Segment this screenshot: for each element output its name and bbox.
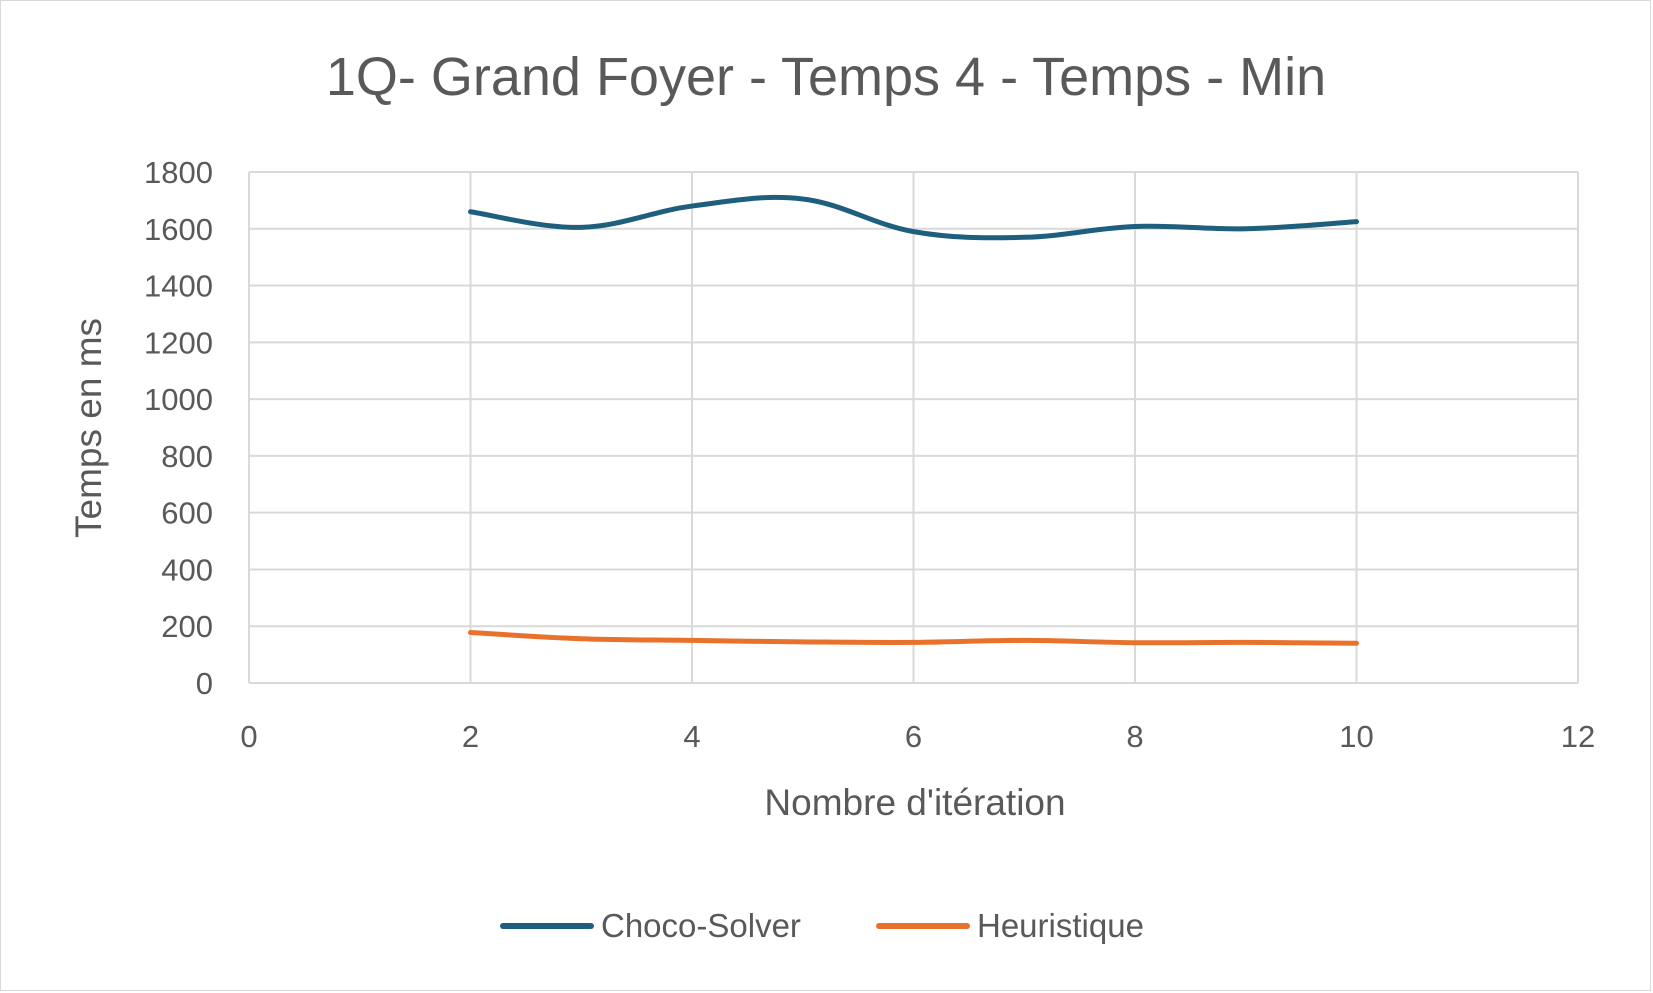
y-tick-label: 1000	[144, 382, 213, 417]
x-tick-label: 10	[1339, 719, 1373, 754]
x-axis-title: Nombre d'itération	[764, 782, 1065, 823]
y-tick-label: 400	[161, 552, 213, 587]
gridlines	[248, 171, 1579, 684]
legend-label-heuristique: Heuristique	[977, 907, 1144, 944]
y-axis-ticks: 0 200 400 600 800 1000 1200 1400 1600 1800	[144, 155, 213, 701]
y-tick-label: 600	[161, 496, 213, 531]
y-tick-label: 1200	[144, 325, 213, 360]
y-tick-label: 0	[196, 666, 213, 701]
y-tick-label: 1600	[144, 212, 213, 247]
y-tick-label: 1800	[144, 155, 213, 190]
y-tick-label: 1400	[144, 269, 213, 304]
x-tick-label: 4	[683, 719, 700, 754]
x-axis-ticks: 0 2 4 6 8 10 12	[240, 719, 1595, 754]
x-tick-label: 6	[905, 719, 922, 754]
x-tick-label: 12	[1561, 719, 1595, 754]
series-line-heuristique	[468, 629, 1359, 646]
y-tick-label: 800	[161, 439, 213, 474]
y-tick-label: 200	[161, 609, 213, 644]
chart-title: 1Q- Grand Foyer - Temps 4 - Temps - Min	[326, 47, 1326, 107]
legend: Choco-Solver Heuristique	[500, 907, 1144, 944]
series-lines	[468, 194, 1359, 646]
x-tick-label: 2	[462, 719, 479, 754]
series-line-choco-solver	[468, 194, 1359, 241]
y-axis-title: Temps en ms	[68, 318, 109, 538]
legend-label-choco-solver: Choco-Solver	[601, 907, 801, 944]
x-tick-label: 0	[240, 719, 257, 754]
x-tick-label: 8	[1126, 719, 1143, 754]
